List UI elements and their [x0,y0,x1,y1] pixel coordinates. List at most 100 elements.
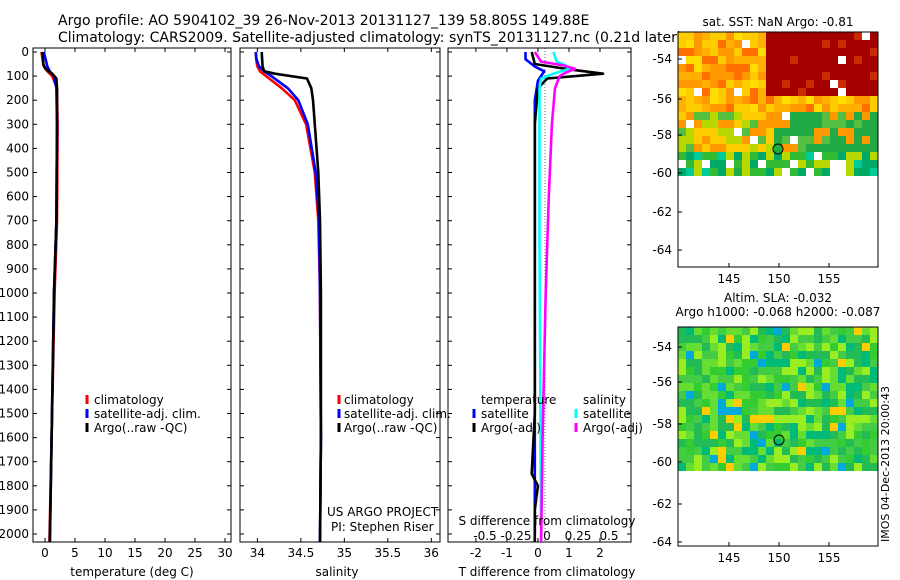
sst-map-cell [766,104,774,112]
sla-map-cell [822,463,830,471]
sla-map-cell [814,407,822,415]
sla-map-cell [870,407,878,415]
sla-map-cell [870,359,878,367]
sla-map-cell [798,399,806,407]
header-line1: Argo profile: AO 5904102_39 26-Nov-2013 … [58,13,589,29]
sst-map-cell [686,128,694,136]
sla-argo-marker [773,434,785,446]
sla-map-cell [822,335,830,343]
sla-map-cell [838,455,846,463]
sla-map-cell [702,359,710,367]
sla-map-cell [694,351,702,359]
sla-map-cell [838,431,846,439]
sst-map-cell [814,104,822,112]
sla-map-cell [750,391,758,399]
sst-map-cell [798,40,806,48]
sst-map-cell [830,96,838,104]
sst-map-cell [678,32,686,40]
sla-map-cell [686,359,694,367]
sla-map-cell [734,375,742,383]
sla-map-cell [798,351,806,359]
sst-map-cell [726,104,734,112]
sla-map-cell [838,359,846,367]
sla-map-cell [758,431,766,439]
sla-map-cell [790,327,798,335]
sla-map-cell [862,431,870,439]
sst-map-cell [790,152,798,160]
sst-map-cell [846,112,854,120]
sla-map-cell [830,447,838,455]
sla-map-cell [806,343,814,351]
sst-map-cell [822,144,830,152]
sst-map-cell [814,72,822,80]
sla-map-cell [790,407,798,415]
x-tick-label: 5 [71,546,79,560]
sla-map-cell [862,439,870,447]
sla-map-cell [830,351,838,359]
sla-map-cell [742,439,750,447]
sst-map-cell [694,96,702,104]
sla-map-cell [718,391,726,399]
sla-map-cell [870,439,878,447]
sla-map-cell [790,367,798,375]
sst-map-cell [718,128,726,136]
sla-map-cell [822,431,830,439]
sla-map-cell [702,463,710,471]
sla-map-cell [726,343,734,351]
sla-map-cell [734,463,742,471]
sla-map-cell [710,447,718,455]
sla-map-cell [854,455,862,463]
sst-map-cell [766,80,774,88]
sst-map-cell [830,72,838,80]
sla-map-cell [838,327,846,335]
sst-map-cell [750,104,758,112]
sst-map-cell [870,72,878,80]
sla-map-cell [710,375,718,383]
sst-map-cell [798,72,806,80]
sst-map-cell [790,144,798,152]
sst-map-cell [862,64,870,72]
sla-map-cell [742,335,750,343]
sla-map-cell [718,463,726,471]
sst-map-cell [870,120,878,128]
sst-map-cell [678,112,686,120]
sst-map-cell [814,48,822,56]
sst-map-cell [758,128,766,136]
sla-map-cell [734,399,742,407]
sla-map-cell [718,407,726,415]
sst-map-cell [814,96,822,104]
sst-map-cell [758,48,766,56]
sla-map-cell [814,415,822,423]
sst-map-cell [806,72,814,80]
sst-map-cell [774,128,782,136]
sst-map-cell [846,96,854,104]
sst-map-cell [710,72,718,80]
sst-map-cell [830,32,838,40]
sst-map-cell [726,80,734,88]
sst-map-cell [710,120,718,128]
sst-map-cell [734,120,742,128]
sla-map-cell [790,439,798,447]
sla-map-cell [854,439,862,447]
sst-map-cell [678,56,686,64]
x-tick-label: 1 [565,546,573,560]
sst-map-cell [710,152,718,160]
sla-map-cell [758,351,766,359]
sla-map-cell [750,375,758,383]
sla-map-cell [678,439,686,447]
sst-map-cell [726,112,734,120]
sla-map-cell [830,431,838,439]
sst-map-cell [726,96,734,104]
sla-map-cell [710,407,718,415]
sla-map-cell [766,335,774,343]
sst-map-cell [774,144,782,152]
sla-map-cell [814,375,822,383]
sst-map-cell [870,80,878,88]
sla-map-cell [838,383,846,391]
map-lat-label: -58 [652,128,672,142]
x-tick-label: 20 [157,546,172,560]
sla-map-cell [838,439,846,447]
sla-map-cell [678,423,686,431]
sla-map-cell [838,407,846,415]
depth-tick-label: 1900 [0,503,29,517]
